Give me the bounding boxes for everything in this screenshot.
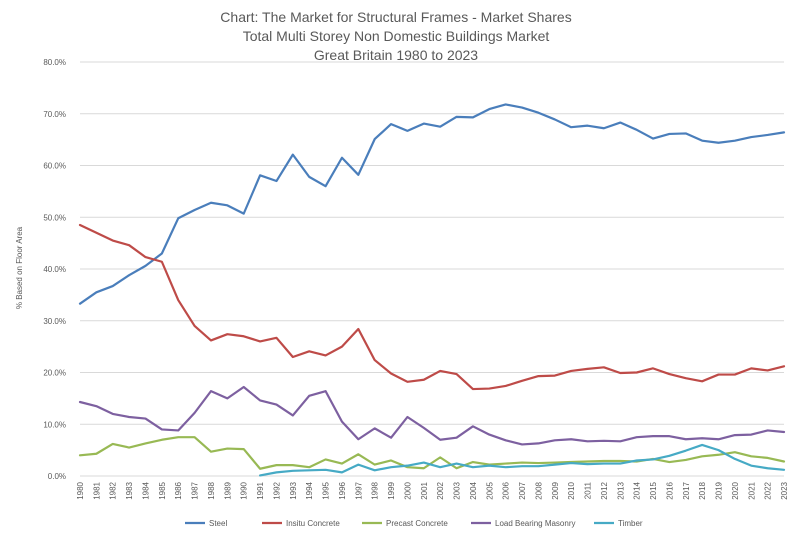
x-tick-label: 1986 — [174, 481, 183, 499]
x-tick-label: 2007 — [518, 481, 527, 499]
x-tick-label: 1996 — [338, 481, 347, 499]
x-tick-label: 2016 — [665, 481, 674, 499]
legend-label: Timber — [618, 519, 643, 528]
y-tick-label: 50.0% — [43, 213, 66, 222]
x-tick-label: 2012 — [600, 481, 609, 499]
series-lines — [78, 103, 786, 477]
x-tick-label: 2017 — [682, 481, 691, 499]
x-tick-label: 2023 — [780, 481, 789, 499]
y-axis-ticks: 0.0% 10.0% 20.0% 30.0% 40.0% 50.0% 60.0% 70.0% 8… — [43, 58, 66, 481]
x-tick-label: 2011 — [584, 481, 593, 499]
y-tick-label: 10.0% — [43, 420, 66, 429]
y-tick-label: 20.0% — [43, 369, 66, 378]
x-tick-label: 2005 — [485, 481, 494, 499]
x-tick-label: 1989 — [223, 481, 232, 499]
x-tick-label: 1987 — [191, 481, 200, 499]
x-tick-label: 1983 — [125, 481, 134, 499]
x-tick-label: 2001 — [420, 481, 429, 499]
x-tick-label: 2010 — [567, 481, 576, 499]
series-line-load-bearing-masonry — [78, 385, 786, 446]
x-tick-label: 1995 — [322, 481, 331, 499]
x-tick-label: 1992 — [272, 481, 281, 499]
y-tick-label: 40.0% — [43, 265, 66, 274]
legend-item-precast-concrete: Precast Concrete — [362, 519, 448, 528]
legend: Steel Insitu Concrete Precast Concrete Load… — [185, 519, 643, 528]
x-tick-label: 2009 — [551, 481, 560, 499]
series-line-insitu-concrete — [78, 223, 786, 391]
legend-item-insitu-concrete: Insitu Concrete — [262, 519, 340, 528]
chart-title-line-1: Chart: The Market for Structural Frames … — [220, 9, 571, 25]
x-tick-label: 2018 — [698, 481, 707, 499]
y-axis-title: % Based on Floor Area — [15, 226, 24, 309]
x-tick-label: 1998 — [371, 481, 380, 499]
x-tick-label: 1985 — [158, 481, 167, 499]
y-tick-label: 70.0% — [43, 110, 66, 119]
chart-title-line-2: Total Multi Storey Non Domestic Building… — [243, 28, 550, 44]
x-tick-label: 2013 — [616, 481, 625, 499]
series-line-steel — [78, 103, 786, 305]
x-tick-label: 2015 — [649, 481, 658, 499]
x-tick-label: 2002 — [436, 481, 445, 499]
x-tick-label: 1984 — [141, 481, 150, 499]
x-tick-label: 1990 — [240, 481, 249, 499]
y-tick-label: 60.0% — [43, 162, 66, 171]
legend-item-load-bearing-masonry: Load Bearing Masonry — [471, 519, 576, 528]
chart-title-line-3: Great Britain 1980 to 2023 — [314, 47, 478, 63]
x-tick-label: 2014 — [633, 481, 642, 499]
legend-label: Precast Concrete — [386, 519, 448, 528]
x-tick-label: 1999 — [387, 481, 396, 499]
x-tick-label: 2006 — [502, 481, 511, 499]
x-tick-label: 2003 — [453, 481, 462, 499]
x-tick-label: 1994 — [305, 481, 314, 499]
gridlines — [80, 61, 784, 477]
x-tick-label: 2021 — [747, 481, 756, 499]
x-tick-label: 1988 — [207, 481, 216, 499]
x-tick-label: 1991 — [256, 481, 265, 499]
legend-label: Load Bearing Masonry — [495, 519, 576, 528]
x-tick-label: 2022 — [764, 481, 773, 499]
y-tick-label: 80.0% — [43, 58, 66, 67]
legend-item-timber: Timber — [594, 519, 643, 528]
x-tick-label: 1981 — [92, 481, 101, 499]
x-tick-label: 1980 — [76, 481, 85, 499]
legend-item-steel: Steel — [185, 519, 227, 528]
x-tick-label: 2019 — [715, 481, 724, 499]
y-tick-label: 30.0% — [43, 317, 66, 326]
series-line-precast-concrete — [78, 436, 786, 470]
x-axis-ticks: 1980 1981 1982 1983 1984 1985 1986 1987 1988 1989… — [76, 481, 789, 499]
series-line-timber — [258, 443, 786, 477]
y-tick-label: 0.0% — [48, 472, 66, 481]
x-tick-label: 2008 — [534, 481, 543, 499]
x-tick-label: 1997 — [354, 481, 363, 499]
x-tick-label: 2020 — [731, 481, 740, 499]
x-tick-label: 1993 — [289, 481, 298, 499]
legend-label: Insitu Concrete — [286, 519, 340, 528]
x-tick-label: 2000 — [403, 481, 412, 499]
x-tick-label: 1982 — [109, 481, 118, 499]
x-tick-label: 2004 — [469, 481, 478, 499]
legend-label: Steel — [209, 519, 227, 528]
